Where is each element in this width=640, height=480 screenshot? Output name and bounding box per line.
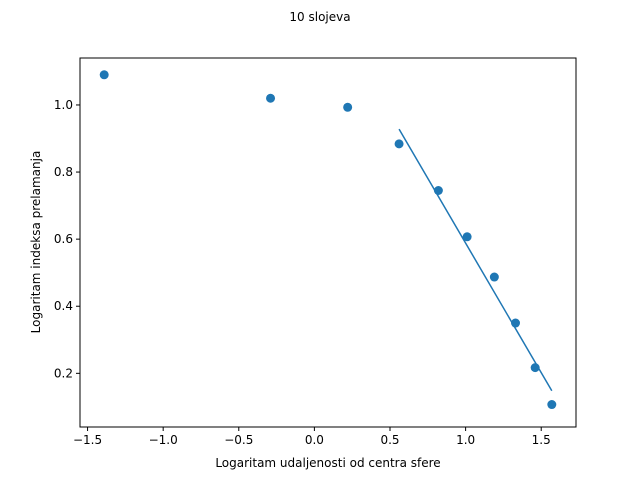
y-tick-label: 0.8	[54, 165, 73, 179]
data-point	[547, 400, 557, 410]
y-axis: 0.2 0.4 0.6 0.8 1.0	[54, 98, 80, 380]
y-tick-label: 0.6	[54, 232, 73, 246]
x-axis: −1.5 −1.0 −0.5 0.0 0.5 1.0 1.5	[73, 427, 551, 447]
chart-title: 10 slojeva	[289, 10, 350, 24]
y-tick-label: 0.2	[54, 366, 73, 380]
y-tick-label: 0.4	[54, 299, 73, 313]
data-point	[433, 186, 443, 196]
data-points	[99, 70, 557, 410]
data-point	[266, 93, 276, 103]
data-point	[343, 102, 353, 112]
data-point	[462, 232, 472, 242]
plot-area	[79, 57, 577, 428]
x-tick-label: −1.0	[149, 433, 178, 447]
x-tick-label: −0.5	[224, 433, 253, 447]
data-point	[489, 272, 499, 282]
data-point	[394, 139, 404, 149]
fit-line-group	[398, 128, 553, 392]
x-tick-label: 0.0	[305, 433, 324, 447]
x-axis-label: Logaritam udaljenosti od centra sfere	[215, 456, 440, 470]
y-axis-label: Logaritam indeksa prelamanja	[29, 151, 43, 334]
x-tick-label: −1.5	[73, 433, 102, 447]
data-point	[511, 318, 521, 328]
x-tick-label: 1.5	[532, 433, 551, 447]
x-tick-label: 1.0	[456, 433, 475, 447]
data-point	[99, 70, 109, 80]
fit-line	[398, 128, 553, 392]
x-tick-label: 0.5	[380, 433, 399, 447]
y-tick-label: 1.0	[54, 98, 73, 112]
data-point	[530, 363, 540, 373]
